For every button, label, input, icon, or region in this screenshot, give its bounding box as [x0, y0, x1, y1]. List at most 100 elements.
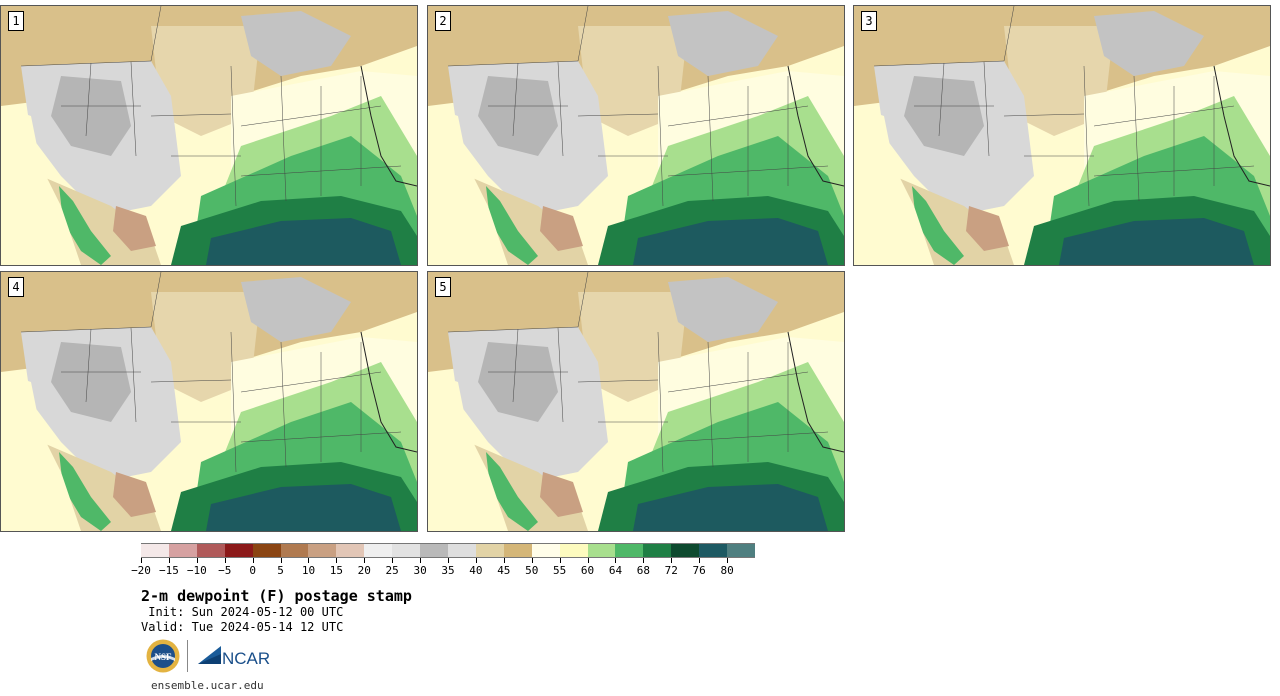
colorbar-tick-label: 45: [497, 564, 511, 577]
colorbar-swatch: [475, 543, 504, 558]
dewpoint-map: [1, 6, 417, 265]
dewpoint-map: [854, 6, 1270, 265]
coastline: [787, 331, 844, 453]
logo-divider: [187, 640, 188, 672]
colorbar-tick-label: 64: [608, 564, 623, 577]
member-number: 4: [8, 277, 24, 297]
colorbar-swatch: [420, 543, 449, 558]
west-darkgray: [51, 76, 131, 156]
colorbar-swatch: [671, 543, 700, 558]
state-borders: [657, 331, 829, 473]
pacific-coast-green: [486, 186, 538, 265]
init-time: Init: Sun 2024-05-12 00 UTC: [141, 605, 344, 619]
state-borders: [873, 6, 1094, 157]
gulf-water: [633, 484, 828, 531]
pacific-pale: [428, 106, 508, 265]
coastline: [360, 65, 417, 187]
gulf-water: [633, 218, 828, 265]
colorbar-tick-label: 40: [469, 564, 483, 577]
colorbar-swatch: [531, 543, 560, 558]
gulf-water: [206, 218, 401, 265]
colorbar-swatch: [615, 543, 644, 558]
pacific-pale: [428, 372, 508, 531]
colorbar-swatch: [196, 543, 225, 558]
colorbar-tick: [448, 558, 449, 563]
state-borders: [20, 272, 241, 423]
colorbar-tick-label: −20: [131, 564, 151, 577]
postage-stamp-panel-5: 5: [427, 271, 845, 532]
nsf-logo: NSF: [146, 639, 180, 673]
great-lakes-gray: [668, 11, 778, 76]
svg-text:NSF: NSF: [154, 652, 172, 662]
colorbar-tick-label: 0: [249, 564, 256, 577]
member-number: 5: [435, 277, 451, 297]
colorbar-tick-label: 68: [636, 564, 650, 577]
colorbar-tick-label: −15: [158, 564, 179, 577]
pacific-coast-green: [59, 452, 111, 531]
colorbar-tick: [503, 558, 505, 563]
coastline: [787, 65, 844, 187]
colorbar-tick-label: −10: [186, 564, 207, 577]
colorbar-tick: [168, 558, 170, 563]
mexico-brown: [113, 206, 156, 251]
member-number: 1: [8, 11, 24, 31]
colorbar-tick: [531, 558, 533, 563]
postage-stamp-panel-3: 3: [853, 5, 1271, 266]
colorbar-swatch: [448, 543, 476, 558]
chart-title: 2-m dewpoint (F) postage stamp: [141, 587, 412, 605]
colorbar-swatch: [252, 543, 281, 558]
colorbar-swatch: [392, 543, 421, 558]
colorbar-tick-label: 72: [664, 564, 678, 577]
mexico-brown: [113, 472, 156, 517]
gulf-water: [206, 484, 401, 531]
colorbar-tick: [224, 558, 226, 563]
colorbar-swatch: [699, 543, 728, 558]
state-borders: [657, 65, 829, 207]
state-borders: [447, 6, 668, 157]
coastline: [1213, 65, 1270, 187]
colorbar-swatch: [224, 543, 253, 558]
colorbar-tick-label: 25: [385, 564, 399, 577]
colorbar-tick: [587, 558, 589, 563]
colorbar-tick-label: 5: [277, 564, 284, 577]
coastline: [360, 331, 417, 453]
colorbar-tick: [280, 558, 282, 563]
mexico-brown: [540, 472, 583, 517]
colorbar-tick: [699, 558, 701, 563]
pacific-coast-green: [912, 186, 964, 265]
colorbar-tick: [364, 558, 366, 563]
great-lakes-gray: [241, 11, 351, 76]
pacific-coast-green: [486, 452, 538, 531]
colorbar-tick-label: 10: [301, 564, 316, 577]
state-borders: [230, 331, 402, 473]
colorbar-swatch: [141, 543, 169, 558]
colorbar-swatch: [308, 543, 337, 558]
mexico-brown: [540, 206, 583, 251]
colorbar-tick: [615, 558, 617, 563]
colorbar-tick: [392, 558, 394, 563]
svg-text:NCAR: NCAR: [222, 649, 270, 668]
pacific-pale: [1, 106, 81, 265]
colorbar-tick-label: 55: [553, 564, 567, 577]
dewpoint-map: [1, 272, 417, 531]
colorbar-tick-label: 50: [525, 564, 539, 577]
gulf-water: [1059, 218, 1254, 265]
state-borders: [447, 272, 668, 423]
colorbar-tick: [252, 558, 254, 563]
member-number: 2: [435, 11, 451, 31]
west-darkgray: [478, 76, 558, 156]
colorbar-tick: [420, 558, 422, 563]
dewpoint-map: [428, 272, 844, 531]
great-lakes-gray: [241, 277, 351, 342]
colorbar-tick-label: 30: [413, 564, 427, 577]
colorbar-tick-label: 35: [441, 564, 455, 577]
colorbar-swatch: [336, 543, 365, 558]
colorbar-tick: [308, 558, 310, 563]
postage-stamp-panel-4: 4: [0, 271, 418, 532]
colorbar-tick: [475, 558, 477, 563]
colorbar-tick: [727, 558, 729, 563]
mexico-brown: [966, 206, 1009, 251]
colorbar-tick-label: 15: [329, 564, 343, 577]
state-borders: [1083, 65, 1255, 207]
colorbar-tick-label: 60: [580, 564, 595, 577]
